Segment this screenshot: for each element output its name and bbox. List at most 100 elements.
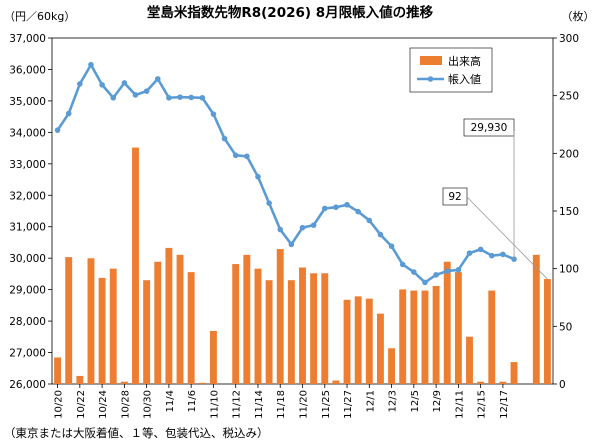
volume-bar	[376, 313, 384, 384]
x-axis-tick-label: 12/17	[499, 390, 510, 419]
right-axis-tick-label: 0	[559, 379, 566, 391]
settlement-point	[333, 204, 339, 211]
volume-bar	[132, 147, 139, 384]
volume-bar	[143, 280, 151, 384]
x-axis-tick-label: 11/25	[321, 390, 332, 419]
settlement-point	[277, 226, 284, 233]
callout-line-box	[463, 118, 515, 137]
settlement-point	[255, 173, 261, 180]
volume-bar	[399, 289, 407, 384]
left-axis-tick-label: 29,000	[9, 285, 46, 297]
settlement-point	[488, 252, 495, 259]
volume-bar	[321, 273, 329, 384]
settlement-point	[132, 92, 139, 98]
settlement-point	[65, 110, 72, 117]
settlement-point	[154, 76, 161, 82]
volume-bar	[532, 254, 540, 384]
volume-bar	[165, 247, 173, 384]
settlement-point	[411, 269, 417, 275]
settlement-point	[422, 279, 428, 286]
x-axis-tick-label: 11/4	[165, 390, 176, 412]
settlement-point	[466, 250, 473, 256]
volume-bar	[276, 249, 284, 384]
x-axis-tick-label: 12/5	[410, 390, 421, 412]
settlement-point	[143, 88, 150, 94]
settlement-point	[221, 135, 228, 142]
left-axis-tick-label: 28,000	[9, 316, 46, 328]
volume-bar	[265, 280, 273, 384]
settlement-point	[244, 153, 250, 160]
volume-bar	[98, 277, 106, 384]
x-axis-tick-label: 11/14	[254, 390, 265, 419]
x-axis-tick-label: 12/3	[388, 390, 399, 412]
settlement-point	[399, 261, 406, 268]
volume-bar	[243, 254, 251, 384]
volume-bar	[209, 330, 217, 384]
x-axis-tick-label: 12/9	[432, 390, 443, 412]
volume-bar	[76, 375, 84, 384]
volume-bar	[454, 272, 462, 384]
settlement-point	[54, 127, 61, 133]
volume-bar	[176, 254, 184, 384]
left-axis-tick-label: 33,000	[9, 159, 46, 171]
volume-bar	[510, 362, 518, 384]
left-axis-tick-label: 32,000	[9, 190, 46, 202]
legend-box	[409, 47, 493, 93]
volume-bar	[410, 290, 418, 384]
settlement-point	[377, 231, 384, 238]
callout-bar-leader	[466, 196, 548, 280]
settlement-point	[99, 82, 105, 88]
volume-bar	[287, 280, 295, 384]
settlement-point	[366, 217, 373, 224]
volume-bar	[299, 267, 306, 384]
volume-bar	[198, 382, 206, 384]
x-axis-tick-label: 10/22	[76, 390, 87, 419]
settlement-point	[88, 61, 94, 68]
volume-bar	[310, 273, 318, 384]
settlement-point	[166, 94, 172, 101]
volume-bar	[154, 261, 162, 384]
legend-line-marker	[427, 76, 434, 82]
left-axis-tick-label: 34,000	[9, 127, 46, 139]
x-axis-tick-label: 11/6	[187, 390, 198, 412]
right-axis-tick-label: 50	[559, 321, 572, 333]
volume-bar	[65, 257, 73, 384]
settlement-point	[444, 268, 451, 274]
chart-note: （東京または大阪着値、１等、包装代込、税込み）	[4, 426, 269, 440]
volume-bar	[343, 299, 351, 384]
volume-bar	[466, 336, 473, 384]
callout-line-value: 29,930	[471, 122, 508, 134]
chart-title: 堂島米指数先物R8(2026) 8月限帳入値の推移	[147, 4, 434, 21]
x-axis-tick-label: 11/18	[276, 390, 287, 419]
volume-bar	[488, 290, 496, 384]
volume-bar	[187, 272, 195, 384]
settlement-point	[188, 94, 194, 101]
volume-bar	[54, 357, 62, 384]
volume-bar	[477, 381, 485, 384]
x-axis-tick-label: 11/20	[299, 390, 310, 419]
settlement-point	[455, 267, 462, 273]
settlement-point	[388, 243, 395, 250]
legend-line-label: 帳入値	[448, 72, 481, 86]
left-axis-tick-label: 35,000	[9, 96, 46, 108]
volume-bar	[499, 381, 507, 384]
right-axis-unit: （枚）	[562, 9, 595, 23]
settlement-point	[299, 224, 306, 231]
right-axis-tick-label: 150	[559, 206, 579, 218]
settlement-point	[121, 80, 128, 86]
volume-bar	[120, 381, 128, 384]
settlement-point	[500, 251, 506, 258]
settlement-point	[266, 200, 272, 206]
volume-bar	[432, 285, 440, 384]
right-axis-tick-label: 250	[559, 91, 579, 103]
x-axis-tick-label: 12/15	[477, 390, 488, 419]
settlement-point	[310, 222, 317, 228]
volume-bar	[109, 268, 117, 384]
x-axis-tick-label: 10/24	[98, 390, 109, 419]
volume-bar	[354, 296, 362, 384]
right-axis-tick-label: 100	[559, 264, 579, 276]
x-axis-tick-label: 11/10	[209, 390, 220, 419]
settlement-point	[511, 256, 517, 262]
legend-bar-label: 出来高	[448, 54, 481, 68]
